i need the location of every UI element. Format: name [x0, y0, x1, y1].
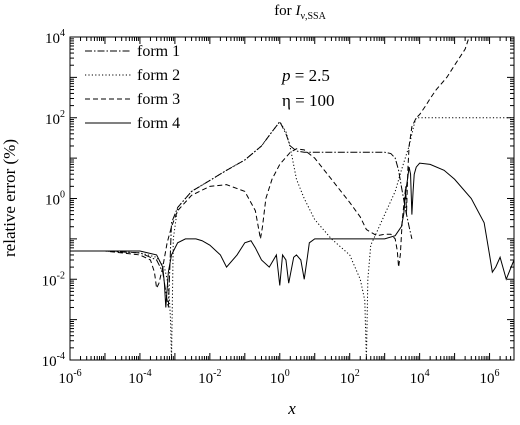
- annotations: p = 2.5 η = 100: [281, 66, 334, 110]
- x-tick-label: 104: [410, 368, 430, 387]
- y-tick-label: 100: [45, 190, 65, 209]
- annotation-eta-value: η = 100: [282, 91, 334, 110]
- title-symbol: I: [294, 3, 301, 19]
- series-lines: [70, 38, 514, 360]
- title-subscript: ν,SSA: [300, 11, 326, 22]
- legend-label-4: form 4: [137, 115, 180, 132]
- y-axis-label: relative error (%): [0, 139, 19, 257]
- series-line-1: [70, 120, 413, 308]
- series-line-4: [70, 162, 514, 308]
- series-line-2: [70, 117, 514, 360]
- x-axis-label: x: [287, 399, 296, 418]
- y-tick-labels: 10-4 10-2 100 102 104: [42, 28, 65, 370]
- x-tick-label: 10-4: [128, 368, 151, 387]
- y-tick-label: 104: [45, 28, 65, 47]
- y-tick-label: 10-2: [42, 270, 65, 289]
- chart-title: for Iν,SSA: [274, 3, 326, 22]
- legend-label-3: form 3: [137, 91, 180, 108]
- x-tick-label: 10-2: [198, 368, 221, 387]
- x-tick-label: 10-6: [58, 368, 81, 387]
- annotation-p-value: = 2.5: [291, 66, 330, 85]
- x-tick-label: 100: [270, 368, 290, 387]
- legend: form 1 form 2 form 3 form 4: [85, 43, 180, 132]
- series-line-3: [70, 38, 469, 290]
- y-tick-label: 102: [45, 109, 65, 128]
- annotation-eta: η = 100: [282, 91, 334, 110]
- x-tick-label: 106: [480, 368, 500, 387]
- annotation-p-var: p: [281, 66, 291, 85]
- x-tick-label: 102: [340, 368, 360, 387]
- legend-label-2: form 2: [137, 67, 180, 84]
- x-tick-labels: 10-6 10-4 10-2 100 102 104 106: [58, 368, 499, 387]
- plot-frame: [69, 36, 515, 361]
- annotation-p: p = 2.5: [281, 66, 330, 85]
- axes: [69, 36, 515, 361]
- y-tick-label: 10-4: [42, 351, 65, 370]
- title-prefix: for: [274, 3, 295, 19]
- legend-label-1: form 1: [137, 43, 180, 60]
